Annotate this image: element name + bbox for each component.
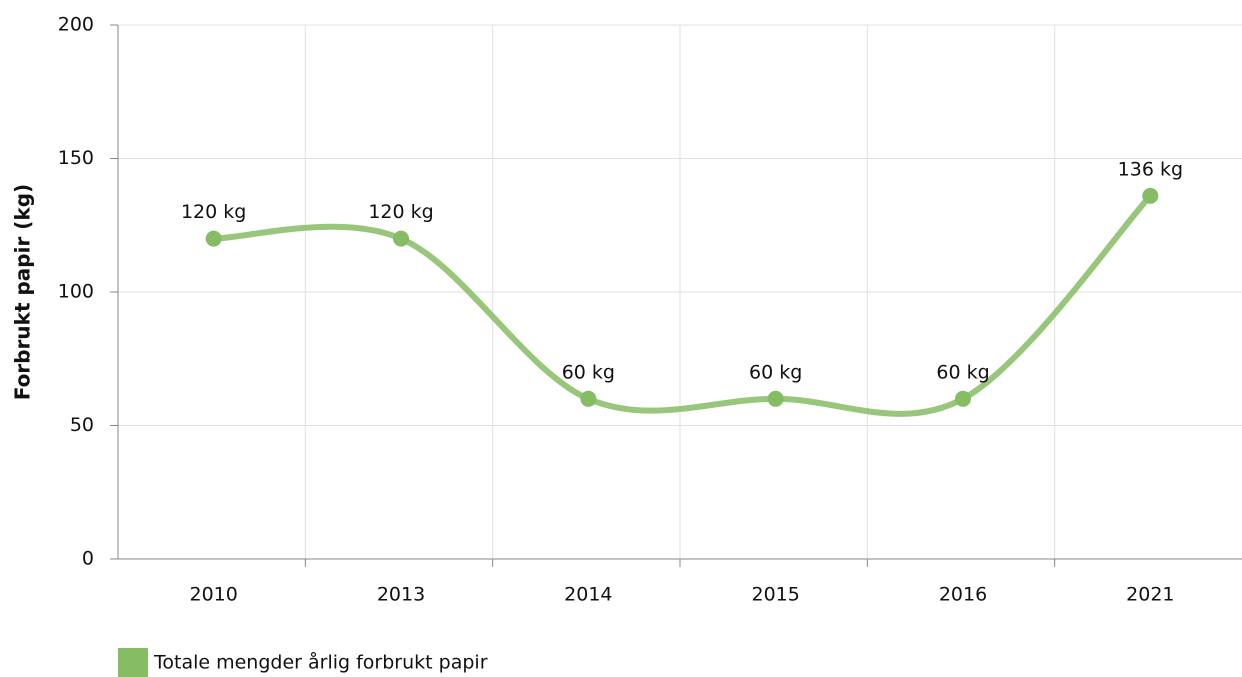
series-line xyxy=(210,192,1154,417)
data-label: 60 kg xyxy=(749,361,802,383)
data-label: 136 kg xyxy=(1118,158,1183,180)
data-label: 120 kg xyxy=(368,201,433,223)
x-tick-label: 2014 xyxy=(564,584,612,606)
data-point xyxy=(955,390,971,407)
legend-swatch xyxy=(118,648,148,677)
x-tick-label: 2021 xyxy=(1126,584,1174,606)
data-point xyxy=(580,390,597,407)
x-tick-label: 2013 xyxy=(377,584,425,606)
y-tick-label: 200 xyxy=(58,14,94,36)
x-tick-label: 2016 xyxy=(939,584,987,606)
data-label: 60 kg xyxy=(562,361,615,383)
data-point xyxy=(393,230,409,247)
x-tick-label: 2015 xyxy=(751,584,799,606)
y-tick-label: 0 xyxy=(82,548,94,570)
y-tick-label: 100 xyxy=(58,281,94,303)
data-label: 60 kg xyxy=(936,361,989,383)
legend-label: Totale mengder årlig forbrukt papir xyxy=(153,651,488,674)
data-point xyxy=(1142,187,1159,204)
data-point xyxy=(205,230,222,247)
x-tick-label: 2010 xyxy=(189,584,237,606)
y-tick-label: 50 xyxy=(70,414,94,436)
y-axis-label: Forbrukt papir (kg) xyxy=(11,184,35,400)
data-label: 120 kg xyxy=(181,201,246,223)
data-point xyxy=(767,390,784,407)
y-tick-label: 150 xyxy=(58,147,94,169)
